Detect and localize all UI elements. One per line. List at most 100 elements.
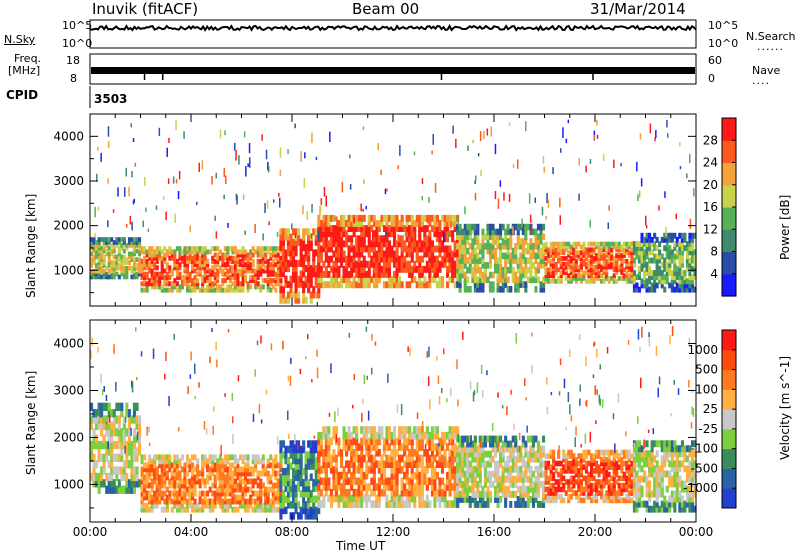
heatmap-cell <box>438 220 442 227</box>
heatmap-cell <box>519 470 523 478</box>
heatmap-sparse-point <box>517 159 519 169</box>
heatmap-cell <box>572 475 576 482</box>
heatmap-cell <box>329 494 333 503</box>
heatmap-cell <box>453 466 457 474</box>
heatmap-cell <box>531 247 535 255</box>
heatmap-cell <box>264 268 268 274</box>
heatmap-cell <box>430 483 434 491</box>
heatmap-cell <box>246 454 250 461</box>
heatmap-cell <box>597 468 601 474</box>
heatmap-cell <box>693 232 697 239</box>
heatmap-cell <box>95 274 99 280</box>
heatmap-cell <box>317 260 321 268</box>
heatmap-cell <box>408 265 412 273</box>
heatmap-cell <box>132 263 136 268</box>
heatmap-cell <box>420 271 424 278</box>
heatmap-cell <box>274 262 278 268</box>
heatmap-cell <box>382 483 386 491</box>
heatmap-cell <box>673 257 677 264</box>
heatmap-cell <box>314 291 318 299</box>
heatmap-cell <box>153 278 157 284</box>
heatmap-cell <box>342 240 346 248</box>
heatmap-cell <box>595 258 599 264</box>
heatmap-cell <box>617 497 621 504</box>
heatmap-cell <box>130 460 134 469</box>
heatmap-cell <box>352 488 356 497</box>
heatmap-cell <box>635 253 639 260</box>
heatmap-cell <box>607 490 611 496</box>
heatmap-cell <box>254 284 258 290</box>
heatmap-cell <box>266 268 270 274</box>
heatmap-cell <box>92 240 96 245</box>
heatmap-cell <box>223 490 227 497</box>
heatmap-cell <box>380 235 384 243</box>
heatmap-cell <box>382 271 386 278</box>
heatmap-cell <box>678 249 682 256</box>
heatmap-cell <box>446 271 450 278</box>
heatmap-cell <box>597 479 601 485</box>
heatmap-cell <box>597 244 601 250</box>
heatmap-cell <box>385 230 389 238</box>
heatmap-cell <box>198 498 202 505</box>
heatmap-cell <box>345 488 349 497</box>
heatmap-cell <box>304 456 308 465</box>
heatmap-cell <box>327 426 331 434</box>
heatmap-cell <box>297 473 301 481</box>
heatmap-cell <box>526 460 530 468</box>
heatmap-cell <box>132 453 136 462</box>
heatmap-cell <box>337 255 341 263</box>
heatmap-cell <box>324 281 328 289</box>
heatmap-cell <box>382 437 386 446</box>
heatmap-cell <box>615 493 619 500</box>
heatmap-cell <box>456 465 460 473</box>
heatmap-cell <box>365 271 369 278</box>
heatmap-cell <box>117 421 121 431</box>
heatmap-cell <box>446 460 450 468</box>
heatmap-cell <box>130 472 134 482</box>
heatmap-cell <box>544 497 548 504</box>
heatmap-cell <box>284 254 288 262</box>
heatmap-cell <box>312 259 316 267</box>
heatmap-cell <box>117 248 121 254</box>
heatmap-cell <box>405 437 409 446</box>
heatmap-cell <box>597 482 601 489</box>
heatmap-cell <box>552 261 556 267</box>
heatmap-cell <box>127 447 131 456</box>
heatmap-cell <box>433 477 437 486</box>
heatmap-cell <box>446 265 450 273</box>
heatmap-cell <box>289 501 293 509</box>
heatmap-cell <box>640 236 644 243</box>
heatmap-cell <box>582 261 586 267</box>
heatmap-cell <box>463 247 467 255</box>
heatmap-cell <box>327 245 331 253</box>
heatmap-cell <box>150 281 154 287</box>
heatmap-cell <box>456 271 460 279</box>
heatmap-cell <box>254 466 258 473</box>
heatmap-cell <box>294 249 298 257</box>
heatmap-cell <box>547 253 551 258</box>
heatmap-cell <box>269 287 273 293</box>
heatmap-cell <box>668 265 672 272</box>
heatmap-cell <box>337 265 341 273</box>
heatmap-cell <box>201 506 205 513</box>
heatmap-cell <box>372 250 376 258</box>
heatmap-cell <box>463 455 467 463</box>
heatmap-cell <box>365 245 369 253</box>
heatmap-cell <box>468 233 472 240</box>
heatmap-cell <box>670 253 674 260</box>
heatmap-cell <box>403 471 407 480</box>
heatmap-cell <box>428 276 432 283</box>
heatmap-cell <box>519 445 523 453</box>
heatmap-cell <box>398 225 402 232</box>
heatmap-cell <box>418 276 422 283</box>
heatmap-cell <box>501 286 505 293</box>
heatmap-cell <box>637 286 641 293</box>
heatmap-cell <box>645 286 649 293</box>
heatmap-cell <box>274 278 278 284</box>
heatmap-cell <box>547 256 551 261</box>
heatmap-cell <box>97 268 101 274</box>
heatmap-cell <box>170 498 174 505</box>
heatmap-cell <box>433 426 437 434</box>
heatmap-cell <box>317 443 321 451</box>
